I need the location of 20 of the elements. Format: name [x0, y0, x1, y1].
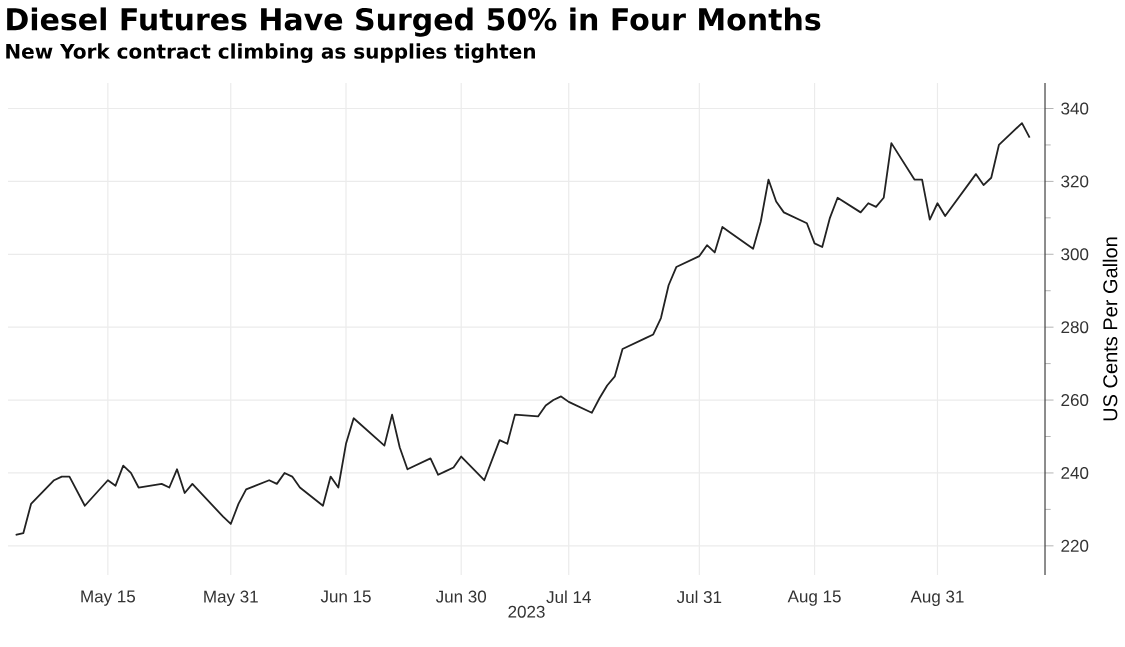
chart-subtitle: New York contract climbing as supplies tighten	[6, 43, 535, 63]
x-tick-label: Aug 15	[787, 590, 841, 606]
x-tick-label: Aug 31	[910, 590, 964, 606]
y-tick-label: 300	[1061, 248, 1089, 261]
x-tick-label: May 15	[81, 590, 136, 606]
y-tick-label: 320	[1061, 175, 1089, 188]
x-tick-label: Jul 31	[676, 590, 722, 604]
chart-title: Diesel Futures Have Surged 50% in Four Months	[7, 7, 821, 37]
y-axis-title: US Cents Per Gallon	[1102, 237, 1118, 421]
x-axis-title: 2023	[508, 605, 545, 618]
x-tick-label: Jul 14	[546, 590, 591, 604]
x-tick-label: Jun 30	[435, 590, 487, 603]
y-tick-label: 260	[1061, 394, 1089, 407]
y-tick-label: 220	[1061, 539, 1089, 552]
y-tick-label: 340	[1061, 102, 1089, 115]
x-tick-label: May 31	[204, 590, 258, 606]
x-tick-label: Jun 15	[320, 590, 371, 603]
line-series	[14, 122, 1031, 536]
y-tick-label: 280	[1061, 321, 1089, 334]
y-tick-label: 240	[1061, 466, 1089, 479]
